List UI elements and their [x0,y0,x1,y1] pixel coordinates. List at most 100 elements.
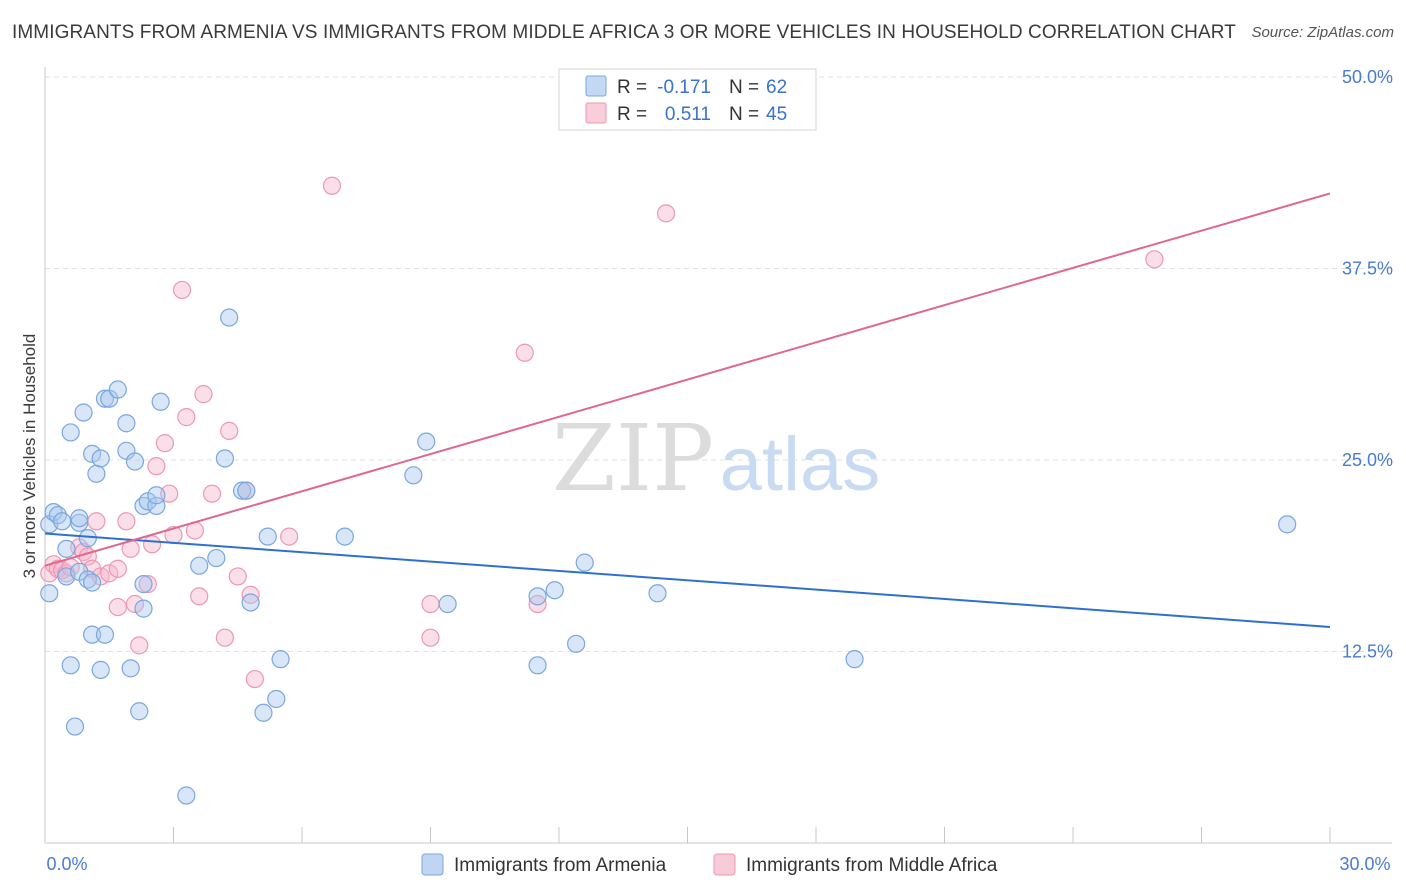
armenia-point-46 [254,703,273,722]
middle-africa-point-13 [108,597,127,617]
y-tick-labels: 12.5% 25.0% 37.5% 50.0% [1342,67,1393,662]
armenia-point-22 [95,625,115,644]
middle-africa-point-21 [147,457,166,476]
stats-legend-pink-swatch [585,102,607,124]
armenia-point-32 [134,574,153,594]
middle-africa-point-37 [280,527,299,546]
series-armenia-points [40,308,1297,805]
armenia-point-13 [74,403,93,422]
watermark-zip: ZIP [552,405,714,512]
armenia-point-49 [271,650,290,669]
armenia-point-37 [151,392,170,411]
stats-legend: R = -0.171 N = 62 R = 0.511 N = 45 [558,68,817,131]
armenia-point-18 [83,444,102,463]
middle-africa-point-12 [100,564,119,583]
armenia-point-38 [177,786,196,805]
middle-africa-point-26 [177,408,196,427]
x-tick-labels: 0.0% 30.0% [46,854,1390,874]
chart-title: IMMIGRANTS FROM ARMENIA VS IMMIGRANTS FR… [12,22,1236,43]
armenia-point-48 [267,689,286,709]
armenia-point-16 [83,573,102,592]
armenia-point-43 [232,481,252,500]
axes-layer [44,67,1392,844]
middle-africa-point-17 [125,594,145,614]
armenia-point-8 [61,656,80,675]
armenia-point-28 [121,659,140,678]
armenia-point-35 [147,496,166,516]
y-tick-label-3: 50.0% [1342,67,1393,87]
armenia-point-7 [61,423,80,442]
watermark-atlas: atlas [720,422,881,507]
armenia-point-61 [1278,515,1297,534]
armenia-point-57 [567,634,586,653]
armenia-point-50 [335,527,354,546]
middle-africa-point-11 [87,512,106,531]
stats-legend-blue-swatch [585,75,607,97]
middle-africa-point-18 [130,636,149,655]
middle-africa-point-44 [1145,250,1164,269]
armenia-point-30 [130,702,149,721]
middle-africa-point-15 [117,512,136,531]
stats-legend-pink-r-label: R = [617,104,647,125]
stats-legend-blue-n-value: 62 [766,77,787,98]
armenia-point-54 [528,587,547,606]
armenia-point-59 [648,584,667,603]
middle-africa-point-36 [245,669,264,689]
middle-africa-point-20 [142,535,162,554]
middle-africa-point-25 [172,280,192,300]
y-tick-label-2: 37.5% [1342,259,1393,279]
armenia-point-23 [95,389,115,408]
legend-armenia-label: Immigrants from Armenia [454,855,667,876]
x-tick-label-1: 30.0% [1339,854,1390,874]
armenia-point-12 [70,509,89,528]
armenia-point-17 [83,625,102,644]
armenia-point-55 [528,656,547,675]
armenia-point-14 [78,529,97,548]
middle-africa-point-14 [108,559,127,578]
armenia-point-21 [91,660,110,679]
series-middle-africa-points [40,176,1164,689]
middle-africa-point-41 [515,343,534,362]
armenia-trend-line [44,532,1331,628]
middle-africa-trend-line [44,192,1331,567]
stats-legend-blue-n-label: N = [729,77,759,98]
armenia-point-41 [215,449,234,468]
chart-source: Source: ZipAtlas.com [1251,24,1394,41]
armenia-point-60 [845,650,864,669]
y-axis-label: 3 or more Vehicles in Household [20,334,39,579]
middle-africa-point-30 [202,484,222,503]
watermark: ZIP atlas [552,405,880,512]
armenia-point-53 [438,594,457,614]
y-tick-label-1: 25.0% [1342,450,1393,470]
armenia-point-9 [70,513,89,532]
armenia-point-0 [40,584,59,603]
grid-layer [45,76,1392,652]
armenia-point-4 [53,512,72,531]
armenia-point-5 [57,539,76,558]
middle-africa-point-32 [220,421,239,440]
armenia-point-29 [125,452,145,471]
armenia-point-42 [220,308,239,327]
armenia-point-51 [404,466,423,485]
armenia-point-36 [147,486,166,505]
bottom-legend: Immigrants from Armenia Immigrants from … [421,853,998,876]
stats-legend-pink-r-value: 0.511 [665,104,711,125]
middle-africa-point-39 [421,594,440,614]
legend-middle-africa-label: Immigrants from Middle Africa [746,855,998,876]
y-tick-label-0: 12.5% [1342,642,1393,662]
trend-lines [44,192,1331,628]
armenia-point-58 [575,553,594,572]
armenia-point-11 [65,717,85,736]
middle-africa-point-19 [138,574,157,594]
legend-armenia-swatch [421,853,444,876]
x-tick-label-0: 0.0% [46,854,87,874]
stats-legend-pink-n-label: N = [729,104,759,125]
middle-africa-point-28 [190,587,209,606]
stats-legend-blue-r-value: -0.171 [657,77,711,98]
middle-africa-point-40 [421,628,440,647]
legend-middle-africa-swatch [713,853,736,876]
armenia-point-56 [545,581,564,600]
armenia-point-27 [117,414,136,433]
middle-africa-point-29 [194,385,213,404]
